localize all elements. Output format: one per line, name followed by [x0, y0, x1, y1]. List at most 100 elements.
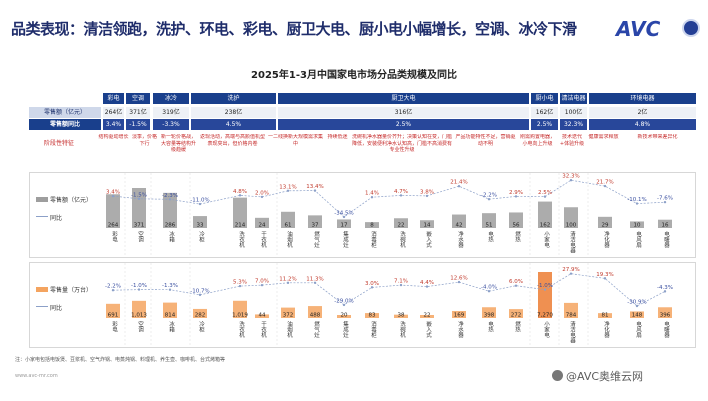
yoy-point — [543, 288, 547, 291]
yoy-label: -7.6% — [657, 196, 673, 202]
category-label: 净化器 — [603, 320, 610, 339]
yoy-label: 1.4% — [365, 191, 379, 197]
group-header: 厨小电 — [531, 93, 558, 104]
group-sales-cell: 319亿 — [153, 107, 189, 118]
yoy-point — [111, 289, 115, 292]
category-label: 洗衣机 — [238, 230, 245, 249]
yoy-point — [487, 198, 491, 201]
bar — [538, 272, 552, 318]
bar-value-label: 14 — [424, 223, 431, 229]
group-yoy-cell: 32.3% — [560, 119, 587, 130]
yoy-point — [198, 293, 202, 297]
yoy-label: -1.0% — [131, 283, 147, 289]
bar — [163, 192, 177, 228]
yoy-point — [260, 283, 264, 287]
yoy-label: 7.1% — [394, 279, 408, 285]
yoy-point — [137, 288, 141, 291]
feature-cell: 健康需求释放 — [588, 134, 619, 140]
bar-value-label: 691 — [108, 313, 119, 319]
group-yoy-cell: 3.4% — [103, 119, 124, 130]
bar-value-label: 16 — [662, 223, 669, 229]
yoy-point — [425, 194, 429, 198]
yoy-label: 11.2% — [279, 276, 296, 282]
row-label-sales: 零售额（亿元） — [29, 107, 101, 118]
yoy-point — [370, 286, 374, 289]
bar-value-label: 38 — [398, 313, 405, 319]
yoy-point — [663, 290, 667, 293]
bar — [337, 315, 351, 318]
yoy-label: -29.0% — [334, 298, 353, 304]
category-label: 嵌入式 — [425, 321, 432, 338]
yoy-point — [137, 197, 141, 201]
yoy-point — [569, 179, 573, 182]
category-label: 电风扇 — [635, 230, 642, 249]
yoy-line — [112, 179, 666, 218]
yoy-point — [635, 202, 639, 205]
yoy-point — [168, 198, 172, 201]
legend-swatch-volume-yoy — [36, 306, 48, 307]
yoy-label: -1.3% — [162, 283, 178, 289]
bar-value-label: 17 — [341, 223, 348, 229]
bar-value-label: 22 — [398, 223, 405, 229]
bar — [193, 308, 207, 318]
bar-value-label: 7,270 — [537, 313, 553, 319]
yoy-point — [514, 284, 518, 287]
bar-value-label: 8 — [370, 223, 374, 229]
source-url: www.avc-mr.com — [15, 373, 58, 379]
group-yoy-cell: 2.5% — [531, 119, 558, 130]
group-yoy-cell: -1.5% — [126, 119, 150, 130]
bar — [630, 221, 644, 228]
bar — [233, 300, 247, 318]
yoy-label: -34.5% — [334, 210, 353, 216]
bar-value-label: 51 — [486, 223, 493, 229]
yoy-label: 3.0% — [365, 281, 379, 287]
category-label: 彩电 — [111, 320, 118, 333]
yoy-point — [260, 195, 264, 199]
bar — [255, 314, 269, 318]
bar-value-label: 282 — [195, 313, 206, 319]
category-label: 消毒柜 — [370, 230, 377, 249]
bar — [482, 213, 496, 228]
yoy-label: -10.7% — [190, 288, 209, 294]
category-label: 彩电 — [111, 230, 118, 243]
category-label: 洗碗机 — [399, 320, 406, 339]
legend-swatch-yoy — [36, 216, 48, 217]
avc-logo: AVC — [616, 17, 661, 41]
category-label: 燃气灶 — [313, 230, 320, 249]
bar-value-label: 148 — [632, 313, 643, 319]
bar — [420, 220, 434, 228]
bar-value-label: 29 — [602, 223, 609, 229]
legend-swatch-volume — [36, 287, 48, 292]
group-yoy-cell: 4.5% — [191, 119, 276, 130]
yoy-label: -11.0% — [190, 198, 209, 204]
yoy-label: 2.0% — [255, 190, 269, 196]
bar-value-label: 372 — [283, 313, 294, 319]
category-label: 空调 — [137, 230, 144, 244]
bar-value-label: 286 — [165, 223, 176, 229]
bar-value-label: 371 — [134, 223, 145, 229]
bar — [163, 302, 177, 318]
yoy-label: -1.5% — [131, 192, 147, 198]
feature-cell: 产品功能特性不足，营销驱动不明 — [455, 134, 516, 147]
group-sales-cell: 316亿 — [278, 107, 529, 118]
bar — [598, 216, 612, 228]
bar-value-label: 1,013 — [131, 313, 147, 319]
bar-value-label: 214 — [235, 223, 246, 229]
legend-label-sales: 零售额（亿元） — [50, 197, 93, 204]
yoy-label: 21.7% — [596, 180, 613, 186]
category-label: 干衣机 — [260, 321, 267, 339]
bar-value-label: 33 — [197, 223, 204, 229]
yoy-label: -2.2% — [105, 284, 121, 290]
yoy-label: 5.3% — [233, 280, 247, 286]
yoy-label: 4.7% — [394, 189, 408, 195]
yoy-label: 6.0% — [509, 279, 523, 285]
bar — [106, 194, 120, 228]
yoy-label: -4.0% — [481, 285, 497, 291]
bar — [365, 313, 379, 318]
yoy-point — [603, 184, 607, 188]
avc-seal-icon — [682, 19, 700, 37]
feature-cell: 新技术带来差异化 — [637, 134, 678, 140]
bar — [658, 307, 672, 318]
category-label: 洗碗机 — [399, 230, 406, 249]
yoy-point — [487, 290, 491, 293]
